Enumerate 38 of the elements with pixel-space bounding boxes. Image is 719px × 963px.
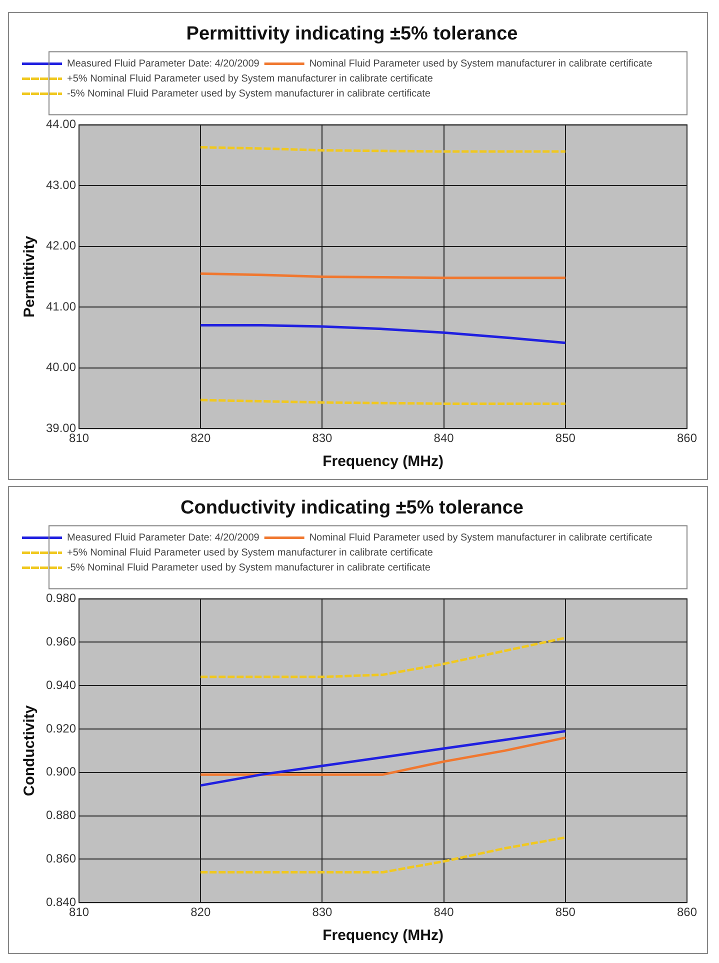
x-tick-label: 860 bbox=[676, 905, 698, 920]
y-tick-label: 0.880 bbox=[46, 808, 76, 822]
x-axis-title: Frequency (MHz) bbox=[322, 927, 444, 944]
y-axis-title: Conductivity bbox=[21, 704, 38, 796]
y-axis-title: Permittivity bbox=[21, 235, 38, 318]
y-tick-label: 44.00 bbox=[46, 117, 76, 132]
legend-label: -5% Nominal Fluid Parameter used by System manufacturer in calibrate certificate bbox=[67, 88, 431, 100]
line-series bbox=[199, 836, 567, 874]
y-tick-label: 42.00 bbox=[46, 238, 76, 253]
y-tick-label: 0.940 bbox=[46, 678, 76, 692]
x-tick-label: 830 bbox=[312, 905, 333, 920]
legend-label: Measured Fluid Parameter Date: 4/20/2009 bbox=[67, 532, 260, 544]
y-tick-label: 41.00 bbox=[46, 299, 76, 314]
legend-label: Nominal Fluid Parameter used by System manufacturer in calibrate certificate bbox=[309, 532, 653, 544]
y-tick-label: 0.980 bbox=[46, 591, 76, 606]
legend-label: Measured Fluid Parameter Date: 4/20/2009 bbox=[67, 58, 260, 70]
x-tick-label: 820 bbox=[190, 905, 211, 920]
y-tick-label: 40.00 bbox=[46, 360, 76, 374]
x-axis-title: Frequency (MHz) bbox=[322, 453, 444, 470]
y-tick-label: 0.900 bbox=[46, 764, 76, 779]
y-tick-label: 0.960 bbox=[46, 634, 76, 649]
legend-label: Nominal Fluid Parameter used by System manufacturer in calibrate certificate bbox=[309, 58, 653, 70]
x-tick-label: 850 bbox=[555, 431, 576, 446]
x-tick-label: 850 bbox=[555, 905, 576, 920]
y-tick-label: 0.860 bbox=[46, 852, 76, 866]
line-series bbox=[199, 636, 567, 678]
y-tick-label: 0.920 bbox=[46, 721, 76, 736]
legend-label: -5% Nominal Fluid Parameter used by System manufacturer in calibrate certificate bbox=[67, 562, 431, 574]
legend-label: +5% Nominal Fluid Parameter used by System manufacturer in calibrate certificate bbox=[67, 74, 434, 85]
x-tick-label: 840 bbox=[434, 431, 454, 446]
chart-title: Permittivity indicating ±5% tolerance bbox=[186, 24, 518, 45]
y-tick-label: 43.00 bbox=[46, 178, 76, 192]
x-tick-label: 840 bbox=[434, 905, 454, 920]
x-tick-label: 820 bbox=[190, 431, 211, 446]
chart-title: Conductivity indicating ±5% tolerance bbox=[180, 498, 524, 519]
x-tick-label: 830 bbox=[312, 431, 333, 446]
legend-label: +5% Nominal Fluid Parameter used by System manufacturer in calibrate certificate bbox=[67, 548, 434, 559]
x-tick-label: 860 bbox=[676, 431, 698, 446]
